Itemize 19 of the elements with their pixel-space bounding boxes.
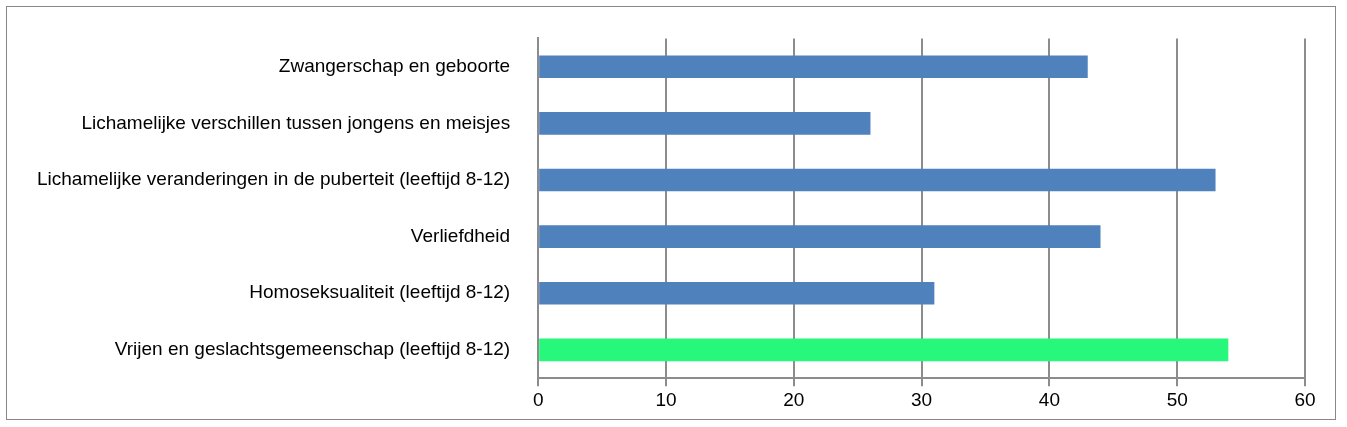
y-tick-label: Lichamelijke veranderingen in de puberteit (leeftijd 8-12) bbox=[36, 168, 511, 190]
x-tick-label: 50 bbox=[1166, 388, 1188, 410]
x-tick-label: 30 bbox=[911, 388, 933, 410]
x-tick-label: 60 bbox=[1294, 388, 1316, 410]
bar bbox=[539, 112, 871, 135]
y-tick-label: Vrijen en geslachtsgemeenschap (leeftijd 8-12) bbox=[114, 338, 511, 360]
y-tick-label: Lichamelijke verschillen tussen jongens en meisjes bbox=[81, 111, 511, 133]
bar bbox=[539, 168, 1216, 192]
y-tick-label: Homoseksualiteit (leeftijd 8-12) bbox=[249, 281, 511, 303]
x-tick-label: 40 bbox=[1038, 388, 1060, 410]
bar bbox=[539, 225, 1101, 248]
bar bbox=[539, 338, 1229, 362]
x-tick-label: 10 bbox=[655, 388, 677, 410]
x-tick-label: 0 bbox=[532, 388, 544, 410]
y-tick-label: Zwangerschap en geboorte bbox=[278, 54, 511, 76]
bar bbox=[539, 55, 1088, 79]
bar bbox=[539, 281, 935, 305]
x-tick-label: 20 bbox=[783, 388, 805, 410]
y-tick-label: Verliefdheid bbox=[410, 224, 511, 246]
